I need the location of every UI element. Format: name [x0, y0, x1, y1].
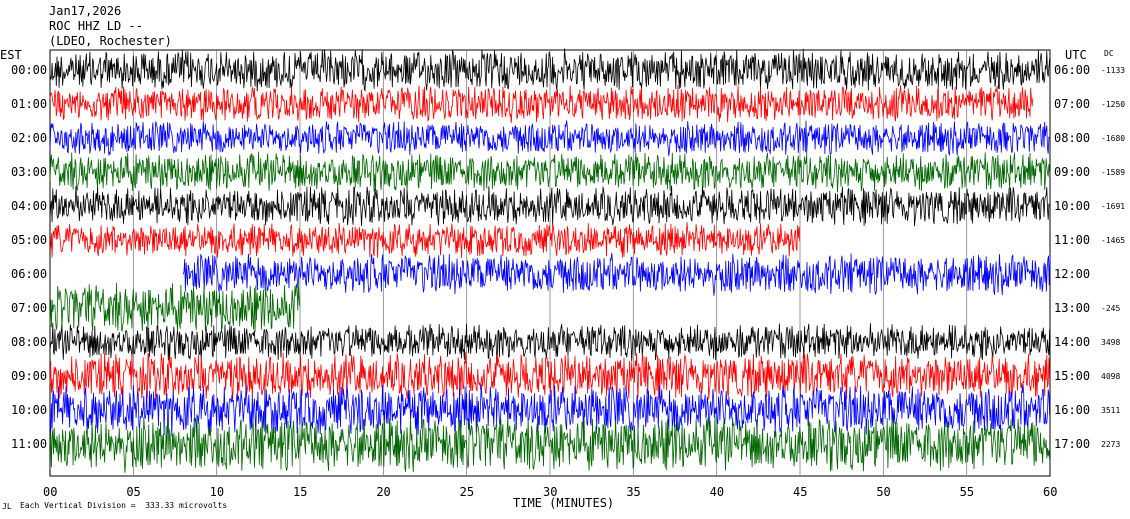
x-tick-label: 20	[376, 485, 391, 499]
dc-offset-label: -1680	[1101, 134, 1126, 143]
dc-offset-label: -245	[1101, 304, 1121, 313]
est-hour-label: 08:00	[11, 335, 48, 349]
location-label: (LDEO, Rochester)	[49, 34, 172, 48]
trace-line	[49, 322, 1050, 362]
est-hour-label: 01:00	[11, 97, 48, 111]
date-label: Jan17,2026	[49, 4, 122, 18]
x-tick-label: 30	[543, 485, 558, 499]
utc-hour-label: 16:00	[1054, 403, 1091, 417]
utc-hour-label: 11:00	[1054, 233, 1091, 247]
trace-line	[49, 282, 301, 333]
station-label: ROC HHZ LD --	[49, 19, 143, 33]
utc-hour-label: 06:00	[1054, 63, 1091, 77]
est-hour-label: 11:00	[11, 437, 48, 451]
est-hour-label: 03:00	[11, 165, 48, 179]
trace-line	[49, 85, 1034, 123]
trace-line	[49, 151, 1050, 193]
utc-hour-label: 15:00	[1054, 369, 1091, 383]
dc-offset-label: -1691	[1101, 202, 1126, 211]
est-hour-label: 10:00	[11, 403, 48, 417]
trace-line	[49, 48, 1050, 92]
est-hour-label: 09:00	[11, 369, 48, 383]
trace-line	[49, 415, 1050, 473]
dc-offset-label: 3511	[1101, 406, 1121, 415]
x-tick-label: 55	[959, 485, 975, 499]
est-hour-label: 07:00	[11, 301, 48, 315]
x-tick-label: 00	[43, 485, 58, 499]
utc-hour-label: 10:00	[1054, 199, 1091, 213]
x-tick-label: 05	[126, 485, 141, 499]
utc-hour-label: 14:00	[1054, 335, 1091, 349]
trace-line	[49, 383, 1050, 437]
x-axis-label: TIME (MINUTES)	[513, 496, 615, 510]
dc-offset-label: -1133	[1101, 66, 1126, 75]
est-hour-label: 06:00	[11, 267, 48, 281]
dc-offset-label: -1250	[1101, 100, 1126, 109]
utc-hour-label: 08:00	[1054, 131, 1091, 145]
utc-hour-label: 07:00	[1054, 97, 1091, 111]
left-timezone-label: EST	[0, 48, 22, 62]
footer-mark: JL	[2, 502, 12, 511]
est-hour-label: 04:00	[11, 199, 48, 213]
dc-header-label: DC	[1104, 49, 1114, 58]
x-tick-label: 35	[626, 485, 641, 499]
x-tick-label: 50	[876, 485, 891, 499]
x-tick-label: 10	[209, 485, 225, 499]
dc-offset-label: 2273	[1101, 440, 1121, 449]
utc-hour-label: 13:00	[1054, 301, 1091, 315]
est-hour-label: 00:00	[11, 63, 48, 77]
trace-line	[49, 120, 1050, 157]
utc-hour-label: 12:00	[1054, 267, 1091, 281]
trace-line	[49, 351, 1050, 400]
dc-offset-label: -1465	[1101, 236, 1126, 245]
x-tick-label: 40	[709, 485, 725, 499]
x-tick-label: 60	[1043, 485, 1058, 499]
scale-note: Each Vertical Division = 333.33 microvol…	[20, 501, 228, 510]
dc-offset-label: 4098	[1101, 372, 1121, 381]
x-tick-label: 15	[293, 485, 308, 499]
x-tick-label: 45	[793, 485, 808, 499]
utc-hour-label: 17:00	[1054, 437, 1091, 451]
trace-line	[49, 185, 1050, 227]
dc-offset-label: 3498	[1101, 338, 1121, 347]
trace-line	[49, 222, 801, 259]
x-tick-label: 25	[459, 485, 475, 499]
est-hour-label: 02:00	[11, 131, 48, 145]
est-hour-label: 05:00	[11, 233, 48, 247]
dc-offset-label: -1589	[1101, 168, 1126, 177]
right-timezone-label: UTC	[1065, 48, 1087, 62]
utc-hour-label: 09:00	[1054, 165, 1091, 179]
trace-line	[182, 252, 1051, 296]
